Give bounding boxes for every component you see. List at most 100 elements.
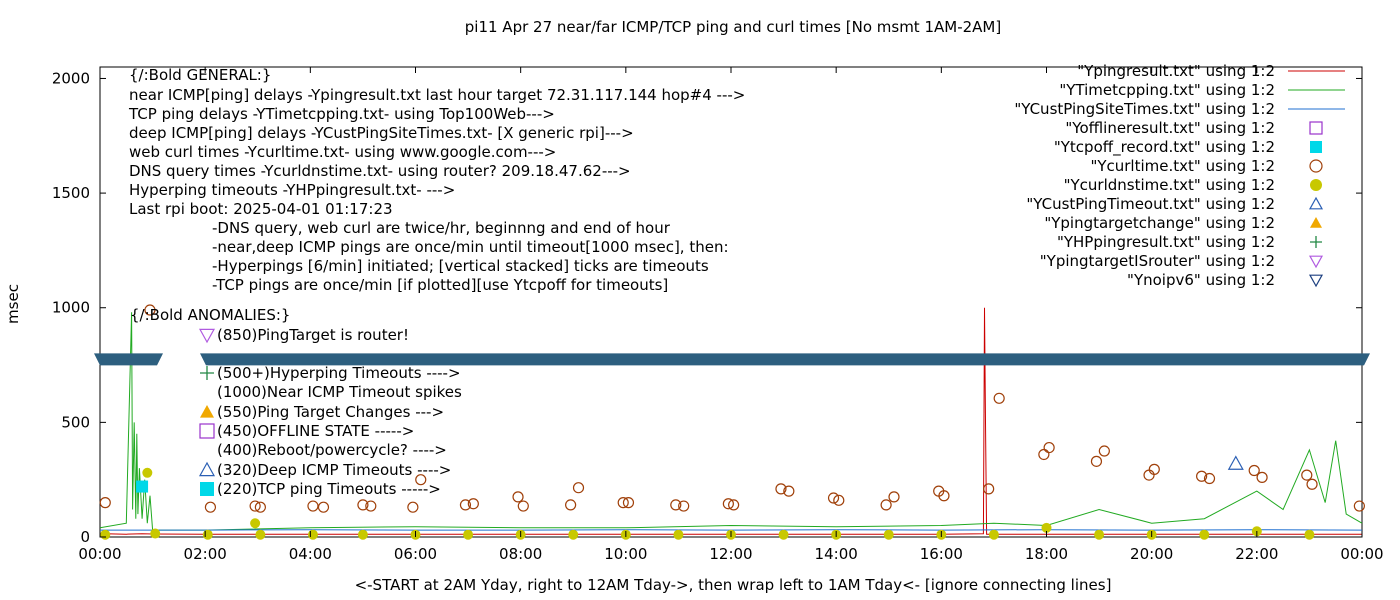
curltime-point [254,501,266,513]
anomaly-label: (450)OFFLINE STATE -----> [217,422,414,440]
x-tick-label: 14:00 [815,545,858,563]
general-line: deep ICMP[ping] delays -YCustPingSiteTim… [129,124,634,142]
x-tick-label: 00:00 [1340,545,1383,563]
curltime-point [938,490,950,502]
curltime-point [415,474,427,486]
general-line: Hyperping timeouts -YHPpingresult.txt- -… [129,181,455,199]
x-tick-label: 02:00 [184,545,227,563]
legend-label: "YTimetcpping.txt" using 1:2 [1059,81,1275,99]
x-tick-label: 18:00 [1025,545,1068,563]
legend-swatch-marker [1308,255,1324,269]
legend-label: "Ycurltime.txt" using 1:2 [1090,157,1275,175]
x-tick-label: 12:00 [709,545,752,563]
anomaly-label: (550)Ping Target Changes ---> [217,403,444,421]
tcpoff-point [136,480,149,493]
general-line: TCP ping delays -YTimetcpping.txt- using… [128,105,555,123]
curldnstime-point [883,529,894,540]
general-line: web curl times -Ycurltime.txt- using www… [129,143,556,161]
curltime-point [827,492,840,504]
curltime-point [722,498,734,510]
legend-label: "YpingtargetISrouter" using 1:2 [1040,252,1275,270]
curltime-point [1248,464,1260,477]
anomaly-label: (400)Reboot/powercycle? ----> [217,441,447,459]
anomaly-label: (220)TCP ping Timeouts -----> [217,480,441,498]
curltime-point [517,500,529,512]
curltime-point [512,491,524,503]
curltime-point [880,499,892,511]
curltime-point [565,499,577,511]
note-line: -DNS query, web curl are twice/hr, begin… [212,219,671,237]
anomaly-marker [198,328,216,344]
curltime-point [467,498,479,510]
curltime-point [1038,448,1050,461]
legend-swatch-marker [1309,159,1323,173]
curltime-point [365,500,377,512]
curltime-point [317,501,330,513]
legend-label: "Ynoipv6" using 1:2 [1127,271,1275,289]
curldnstime-point [202,529,213,540]
curltime-point [622,497,635,509]
curltime-point [1256,471,1268,483]
curltime-point [1090,455,1103,467]
curltime-point [833,494,845,506]
curldnstime-point [673,529,684,540]
curltime-point [249,500,261,512]
general-line: near ICMP[ping] delays -Ypingresult.txt … [129,86,745,104]
curltime-point [617,497,629,509]
annotation-layer: {/:Bold GENERAL:} near ICMP[ping] delays … [128,66,745,498]
legend-label: "Yofflineresult.txt" using 1:2 [1065,119,1275,137]
anomaly-marker [200,405,214,418]
curltime-point [144,304,156,316]
legend-label: "YCustPingSiteTimes.txt" using 1:2 [1014,100,1275,118]
anomaly-label: (1000)Near ICMP Timeout spikes [217,383,462,401]
curltime-point [1301,469,1313,481]
curldnstime-point [255,529,266,540]
curltime-point [670,499,682,511]
x-tick-label: 20:00 [1130,545,1173,563]
legend-layer: "Ypingresult.txt" using 1:2"YTimetcpping… [1014,62,1345,289]
curldnstime-point [988,529,999,540]
curldnstime-point [778,529,789,540]
anomaly-label: (320)Deep ICMP Timeouts ----> [217,461,451,479]
note-line: -near,deep ICMP pings are once/min until… [212,238,729,256]
x-tick-label: 06:00 [394,545,437,563]
curldnstime-point [463,529,474,540]
curldnstime-point [250,518,261,529]
curltime-point [888,491,900,503]
y-tick-label: 2000 [52,69,90,87]
legend-label: "YCustPingTimeout.txt" using 1:2 [1026,195,1275,213]
curltime-point [1098,445,1110,457]
curldnstime-point [357,529,368,540]
anomaly-marker [198,461,216,477]
note-line: -TCP pings are once/min [if plotted][use… [212,276,668,294]
anomaly-label: (500+)Hyperping Timeouts ----> [217,364,461,382]
anomaly-label: (850)PingTarget is router! [217,326,409,344]
curltime-point [1306,478,1318,490]
curldnstime-point [150,528,161,539]
y-tick-label: 500 [61,413,90,431]
band-layer [94,353,1370,366]
curltime-point [1196,470,1208,482]
x-axis-label: <-START at 2AM Yday, right to 12AM Tday-… [355,576,1112,594]
general-line: DNS query times -Ycurldnstime.txt- using… [129,162,631,180]
x-tick-label: 22:00 [1235,545,1278,563]
curltime-point [1203,472,1216,485]
legend-swatch-marker [1310,179,1322,191]
curltime-point [728,499,740,511]
ticks-layer: 00:00 02:00 04:00 06:00 08:00 10:00 12:00 14:00… [52,67,1384,563]
x-tick-label: 00:00 [78,545,121,563]
series-line-1 [99,312,1363,531]
x-tick-label: 10:00 [604,545,647,563]
curltime-point [993,392,1005,404]
legend-label: "YHPpingresult.txt" using 1:2 [1057,233,1275,251]
legend-label: "Ypingtargetchange" using 1:2 [1044,214,1275,232]
curldnstime-point [568,529,579,540]
band-segment-right [200,353,1370,366]
legend-swatch-marker [1310,141,1322,153]
y-tick-label: 1000 [52,299,90,317]
legend-label: "Ypingresult.txt" using 1:2 [1077,62,1275,80]
curltime-point [459,499,472,511]
curldnstime-point [1304,529,1315,540]
legend-label: "Ycurldnstime.txt" using 1:2 [1064,176,1275,194]
